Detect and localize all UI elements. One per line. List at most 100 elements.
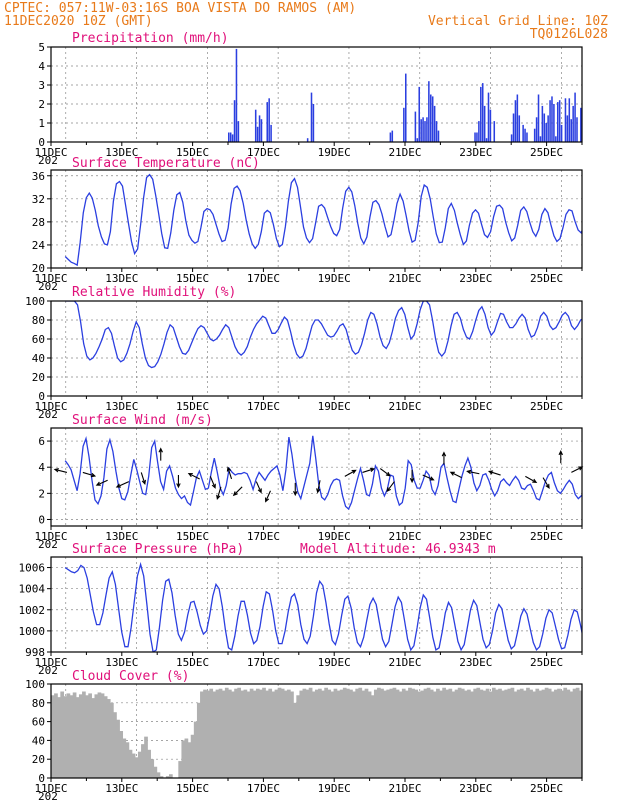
cloud-bar [398, 691, 403, 778]
rh-ytick-label: 100 [25, 295, 45, 308]
cloud-bar [243, 689, 248, 778]
rh-ytick-label: 0 [38, 390, 45, 403]
cloud-bar [97, 692, 102, 778]
pressure-ytick-label: 1006 [19, 562, 46, 575]
wind-ytick-label: 6 [38, 435, 45, 448]
rh-panel: Relative Humidity (%) 0 20 40 60 80 100 11DEC 13… [25, 285, 583, 421]
cloud-bar [178, 761, 183, 778]
wind-arrow [265, 490, 271, 503]
wind-arrow [95, 479, 108, 486]
cloud-bar [78, 694, 83, 778]
precip-xtick-label: 21DEC [388, 146, 421, 159]
precip-bar [237, 121, 240, 142]
pressure-ytick-label: 1004 [19, 583, 46, 596]
cloud-bar [231, 691, 235, 778]
precip-ytick-label: 0 [38, 136, 45, 149]
cloud-bar [423, 688, 428, 778]
precip-panel: Precipitation (mm/h) 0 1 2 3 4 5 11DEC 13DEC 15DE… [34, 31, 583, 167]
rh-xtick-label: 13DEC [105, 400, 138, 413]
cloud-bar [451, 691, 456, 778]
rh-xtick-label: 25DEC [530, 400, 563, 413]
pressure-ytick-label: 1000 [19, 625, 46, 638]
cloud-bar [457, 687, 462, 778]
precip-bar [229, 132, 232, 142]
cloud-bar [75, 697, 80, 778]
temp-series-line [64, 173, 582, 267]
cloud-bar [200, 691, 204, 778]
cloud-bar [330, 691, 335, 778]
cloud-bar [560, 690, 564, 778]
wind-arrow [226, 466, 233, 480]
precip-xtick-label: 17DEC [247, 146, 280, 159]
temp-ytick-label: 28 [32, 216, 45, 229]
wind-arrow [525, 475, 538, 483]
wind-arrow [558, 450, 563, 464]
cloud-bar [361, 690, 366, 778]
cloud-bar [51, 695, 55, 778]
cloud-bar [504, 689, 509, 778]
cloud-bar [473, 688, 478, 778]
precip-bar [418, 86, 421, 142]
cloud-bar [436, 688, 440, 778]
precip-year-stub: 202 [38, 154, 58, 167]
rh-ytick-label: 60 [32, 333, 45, 346]
precip-bar [312, 104, 315, 142]
cloud-bar [54, 693, 58, 778]
cloud-bar [454, 689, 459, 778]
cloud-year-stub: 202 [38, 790, 58, 800]
cloud-bar [314, 689, 319, 778]
cloud-bar [137, 751, 142, 778]
precip-ytick-label: 2 [38, 98, 45, 111]
cloud-bar [296, 695, 301, 778]
cloud-bar [333, 688, 338, 778]
wind-xtick-label: 17DEC [247, 530, 280, 543]
cloud-bar [283, 690, 288, 778]
wind-arrow [232, 486, 243, 497]
pressure-xtick-label: 15DEC [176, 656, 209, 669]
temp-xtick-label: 23DEC [459, 272, 492, 285]
cloud-bar [290, 691, 294, 778]
cloud-bar [150, 759, 155, 778]
cloud-bar [526, 687, 530, 778]
precip-bar [480, 86, 482, 142]
cloud-bar [445, 689, 450, 778]
cloud-bar [417, 691, 422, 778]
cloud-bar [529, 689, 533, 778]
cloud-bar [125, 742, 130, 778]
cloud-bar [94, 694, 99, 778]
pressure-frame [50, 556, 583, 653]
cloud-xtick-label: 19DEC [318, 782, 351, 795]
precip-ytick-label: 3 [38, 79, 45, 92]
wind-arrow [176, 475, 181, 489]
wind-arrow [187, 472, 200, 480]
precip-bar [510, 134, 513, 142]
cloud-bar [302, 688, 307, 778]
wind-title: Surface Wind (m/s) [72, 413, 213, 428]
precip-xtick-label: 23DEC [459, 146, 492, 159]
cloud-bar [401, 688, 406, 778]
precip-bar [547, 115, 549, 142]
rh-ytick-label: 80 [32, 314, 45, 327]
wind-xtick-label: 13DEC [105, 530, 138, 543]
cloud-bar [187, 742, 192, 778]
cloud-bar [82, 691, 86, 778]
precip-bar [493, 121, 496, 142]
temp-xtick-label: 25DEC [530, 272, 563, 285]
wind-xtick-label: 19DEC [318, 530, 351, 543]
temp-ytick-label: 24 [32, 239, 46, 252]
precip-bar [416, 138, 419, 142]
precip-bar [403, 107, 405, 142]
precip-bar [535, 117, 538, 142]
temp-ytick-label: 20 [32, 262, 45, 275]
precip-bar [254, 109, 257, 142]
precip-frame [50, 46, 583, 143]
precip-bar [514, 100, 517, 142]
cloud-bar [144, 736, 148, 778]
meteogram-panels: Precipitation (mm/h) 0 1 2 3 4 5 11DEC 13DEC 15DE… [19, 31, 584, 800]
precip-bar [570, 119, 572, 142]
wind-xtick-label: 25DEC [530, 530, 563, 543]
cloud-frame [50, 683, 583, 779]
precip-bar [551, 96, 553, 142]
cloud-bar [88, 693, 92, 778]
wind-ytick-label: 2 [38, 487, 45, 500]
